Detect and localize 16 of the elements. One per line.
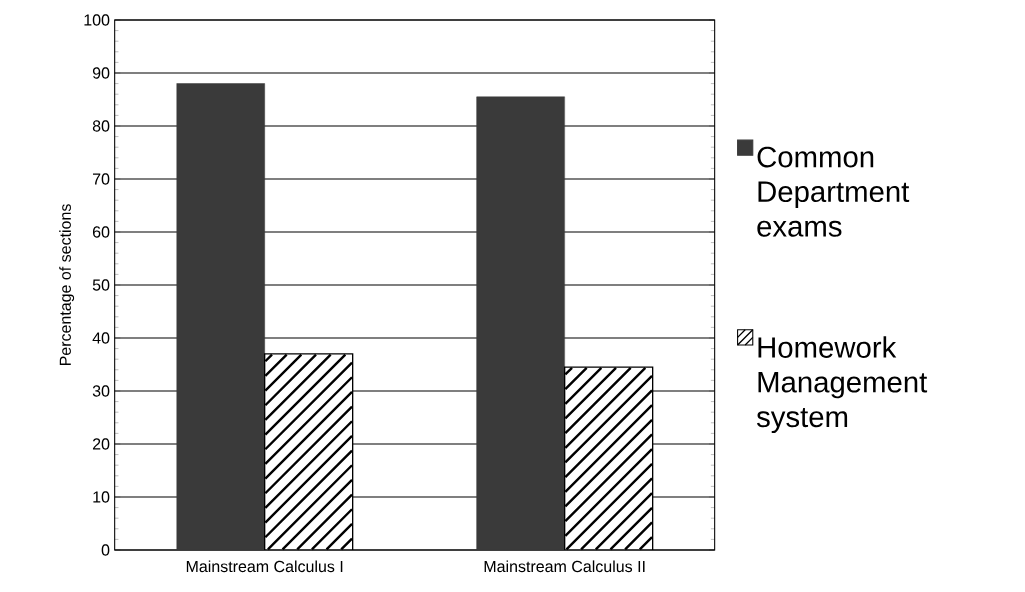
y-tick-label: 80: [92, 120, 110, 132]
text: Homework Management system: [756, 336, 928, 434]
y-tick-label: 40: [92, 332, 110, 344]
y-tick-label: 50: [92, 279, 110, 291]
y-tick-label: 0: [101, 544, 110, 556]
y-tick-label: 60: [92, 226, 110, 238]
y-tick-label: 20: [92, 438, 110, 450]
x-tick-label: Mainstream Calculus II: [484, 560, 645, 573]
y-axis-title: Percentage of sections: [59, 204, 75, 366]
y-tick-label: 10: [93, 491, 110, 503]
y-tick-label: 30: [92, 385, 110, 397]
y-tick-label: 90: [92, 67, 110, 79]
legend-label: Common Department exams: [757, 146, 910, 237]
y-tick-label: 70: [92, 173, 110, 185]
x-tick-label: Mainstream Calculus I: [186, 560, 343, 573]
y-tick-label: 100: [84, 14, 110, 26]
